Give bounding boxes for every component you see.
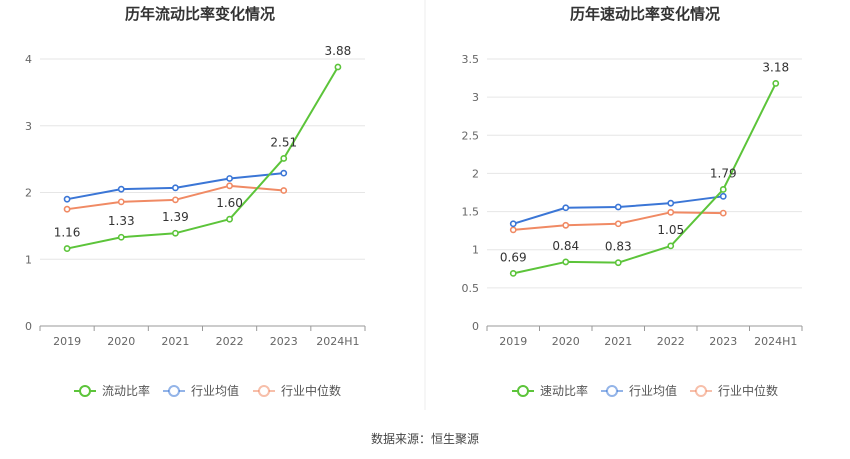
data-point-avg[interactable] — [226, 175, 233, 182]
legend-label: 行业中位数 — [718, 383, 778, 398]
legend-item-company[interactable]: 流动比率 — [74, 383, 150, 398]
data-point-median[interactable] — [226, 182, 233, 190]
x-tick-label: 2022 — [657, 335, 685, 348]
legend-label: 行业均值 — [629, 383, 677, 398]
data-point-company[interactable] — [117, 233, 125, 241]
data-point-company[interactable] — [334, 63, 342, 71]
y-tick-label: 2.5 — [462, 129, 480, 142]
series-line-company — [513, 82, 777, 275]
data-point-company[interactable] — [226, 215, 233, 223]
legend-item-company[interactable]: 速动比率 — [512, 383, 588, 398]
data-point-avg[interactable] — [117, 185, 125, 193]
y-tick-label: 0.5 — [462, 282, 480, 295]
legend-marker — [517, 385, 529, 397]
data-point-median[interactable] — [719, 209, 727, 217]
y-tick-label: 2 — [472, 167, 479, 180]
legend-label: 行业均值 — [191, 383, 239, 398]
data-label: 1.33 — [108, 214, 135, 228]
legend-item-median[interactable]: 行业中位数 — [690, 383, 778, 398]
data-label: 1.39 — [162, 210, 189, 224]
x-tick-label: 2019 — [499, 335, 527, 348]
data-point-avg[interactable] — [719, 192, 727, 200]
data-label: 1.60 — [216, 196, 243, 210]
y-tick-label: 0 — [472, 320, 479, 333]
data-label: 3.88 — [325, 44, 352, 58]
data-point-median[interactable] — [667, 208, 675, 216]
x-tick-label: 2021 — [604, 335, 632, 348]
data-point-median[interactable] — [63, 205, 71, 213]
data-point-avg[interactable] — [562, 204, 570, 212]
legend-label: 流动比率 — [102, 383, 150, 398]
y-tick-label: 3 — [25, 120, 32, 133]
data-label: 3.18 — [762, 60, 789, 74]
data-source: 数据来源：恒生聚源 — [371, 431, 479, 446]
data-point-company[interactable] — [63, 245, 71, 252]
data-point-company[interactable] — [509, 269, 517, 277]
legend-item-avg[interactable]: 行业均值 — [601, 383, 677, 398]
data-point-median[interactable] — [509, 226, 517, 234]
y-tick-label: 4 — [25, 53, 32, 66]
quick-ratio-chart: 历年速动比率变化情况 0 0.5 1 1.5 2 2.5 3 3.5 2019 2020 2021 20… — [462, 5, 803, 398]
legend-label: 行业中位数 — [281, 383, 341, 398]
data-label: 1.79 — [710, 166, 737, 180]
data-point-median[interactable] — [172, 196, 179, 204]
data-point-avg[interactable] — [667, 199, 675, 207]
legend-label: 速动比率 — [540, 383, 588, 398]
data-point-median[interactable] — [117, 198, 125, 206]
data-point-company[interactable] — [614, 259, 622, 267]
x-tick-label: 2020 — [552, 335, 580, 348]
data-point-avg[interactable] — [172, 184, 179, 192]
data-label: 1.16 — [54, 226, 81, 240]
current-ratio-chart: 历年流动比率变化情况 0 1 2 3 4 2019 2020 2021 2022 2023 2024H… — [25, 5, 366, 398]
data-point-company[interactable] — [667, 242, 675, 250]
x-tick-label: 2023 — [270, 335, 298, 348]
data-point-company[interactable] — [172, 229, 179, 237]
data-label: 0.84 — [552, 239, 579, 253]
legend-marker — [79, 385, 91, 397]
data-point-company[interactable] — [719, 186, 727, 193]
data-label: 0.69 — [500, 250, 527, 264]
legend-item-median[interactable]: 行业中位数 — [253, 383, 341, 398]
legend-item-avg[interactable]: 行业均值 — [163, 383, 239, 398]
data-point-avg[interactable] — [509, 220, 517, 228]
x-tick-label: 2020 — [107, 335, 135, 348]
legend-marker — [695, 385, 707, 397]
data-point-median[interactable] — [280, 187, 288, 194]
x-tick-label: 2022 — [216, 335, 244, 348]
y-tick-label: 1 — [25, 253, 32, 266]
data-label: 1.05 — [657, 223, 684, 237]
data-label: 0.83 — [605, 240, 632, 254]
legend-marker — [258, 385, 270, 397]
y-tick-label: 2 — [25, 187, 32, 200]
x-tick-label: 2023 — [709, 335, 737, 348]
data-point-avg[interactable] — [63, 195, 71, 203]
y-tick-label: 0 — [25, 320, 32, 333]
y-tick-label: 1.5 — [462, 206, 480, 219]
legend-marker — [606, 385, 618, 397]
data-point-company[interactable] — [280, 155, 288, 162]
data-label: 2.51 — [270, 135, 297, 149]
y-tick-label: 1 — [472, 244, 479, 257]
chart-title: 历年速动比率变化情况 — [570, 5, 720, 23]
series-line-company — [66, 66, 339, 250]
legend-marker — [168, 385, 180, 397]
data-point-median[interactable] — [562, 221, 570, 229]
data-point-company[interactable] — [562, 258, 570, 266]
y-tick-label: 3 — [472, 91, 479, 104]
data-point-avg[interactable] — [614, 203, 622, 211]
x-tick-label: 2021 — [161, 335, 189, 348]
x-tick-label: 2024H1 — [754, 335, 797, 348]
x-tick-label: 2024H1 — [316, 335, 359, 348]
data-point-company[interactable] — [772, 80, 780, 87]
y-tick-label: 3.5 — [462, 53, 480, 66]
data-point-avg[interactable] — [280, 169, 288, 177]
data-point-median[interactable] — [614, 220, 622, 228]
x-tick-label: 2019 — [53, 335, 81, 348]
chart-title: 历年流动比率变化情况 — [125, 5, 275, 23]
